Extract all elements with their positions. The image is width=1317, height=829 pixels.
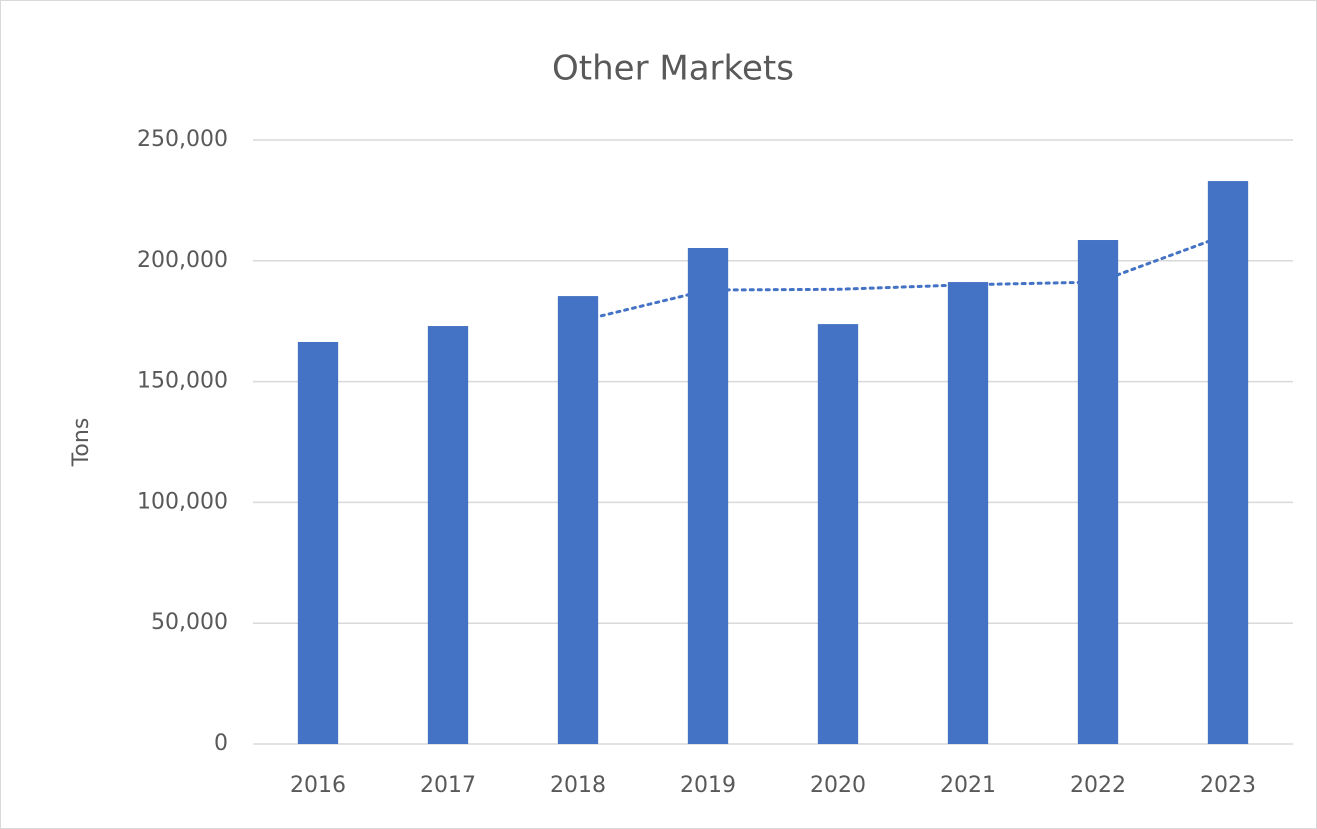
bar (687, 247, 729, 745)
x-tick-label: 2019 (680, 773, 736, 798)
y-tick-label: 250,000 (137, 127, 228, 152)
bar (947, 282, 989, 744)
bar (817, 324, 859, 744)
x-tick-label: 2016 (290, 773, 346, 798)
bar (297, 341, 339, 744)
bar (1077, 240, 1119, 744)
y-tick-label: 150,000 (137, 369, 228, 394)
x-tick-label: 2020 (810, 773, 866, 798)
bar (1207, 181, 1249, 744)
bar (557, 296, 599, 744)
bar (427, 326, 469, 744)
y-tick-label: 200,000 (137, 248, 228, 273)
x-tick-label: 2022 (1070, 773, 1126, 798)
x-tick-label: 2017 (420, 773, 476, 798)
chart-title: Other Markets (552, 49, 794, 89)
x-tick-label: 2021 (940, 773, 996, 798)
y-tick-label: 0 (214, 731, 228, 756)
y-tick-label: 100,000 (137, 489, 228, 514)
y-axis-label: Tons (69, 418, 94, 468)
y-tick-label: 50,000 (151, 610, 228, 635)
trendline (576, 232, 1230, 323)
x-tick-label: 2023 (1200, 773, 1256, 798)
x-tick-label: 2018 (550, 773, 606, 798)
